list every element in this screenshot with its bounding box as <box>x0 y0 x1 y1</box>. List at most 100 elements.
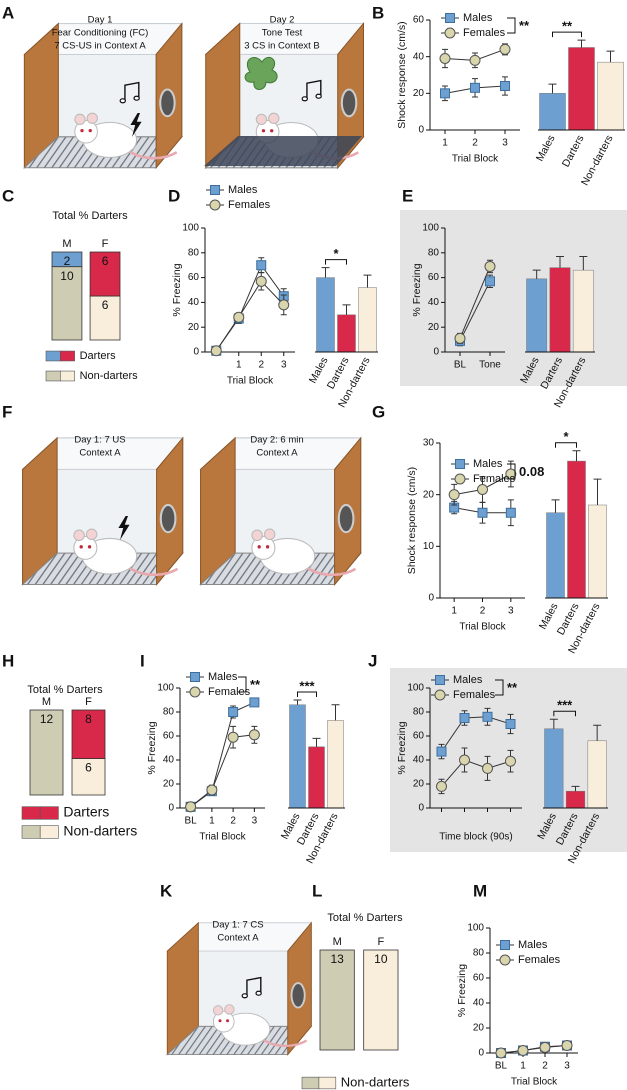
error-bar <box>551 499 560 513</box>
legend-label: Males <box>463 12 493 24</box>
significance-bracket <box>555 442 577 448</box>
schematic-caption: Day 1: 7 US <box>74 435 125 446</box>
point <box>485 276 495 287</box>
legend-marker <box>190 672 200 682</box>
panel-label: C <box>2 186 14 205</box>
legend-label: Non-darters <box>80 370 139 382</box>
legend-marker <box>454 473 466 485</box>
significance-bracket <box>495 679 504 696</box>
point <box>505 507 516 518</box>
bar <box>565 790 586 809</box>
schematic-caption: Context A <box>256 448 298 459</box>
point <box>448 489 460 501</box>
bar <box>289 704 306 809</box>
y-tick-label: 40 <box>428 297 440 308</box>
point <box>500 81 510 91</box>
x-axis-label: Trial Block <box>452 154 499 165</box>
legend-label: Females <box>228 199 271 211</box>
bar <box>567 460 586 599</box>
legend-swatch <box>318 1076 337 1090</box>
y-tick-label: 40 <box>473 998 485 1009</box>
y-axis-label: % Freezing <box>411 263 423 316</box>
y-tick-label: 20 <box>413 779 425 790</box>
point <box>185 801 197 813</box>
point <box>482 762 493 774</box>
category-label: M <box>62 238 71 250</box>
significance-label: *** <box>299 678 315 693</box>
panel-label: D <box>168 186 180 205</box>
point <box>517 1045 529 1056</box>
panel-label: G <box>372 402 385 421</box>
legend-swatch <box>301 1076 320 1090</box>
legend-label: Males <box>453 674 483 686</box>
schematic-caption: Fear Conditioning (FC) <box>52 28 149 39</box>
significance-label: * <box>563 429 569 444</box>
legend-marker <box>444 27 456 39</box>
legend-swatch <box>39 806 59 820</box>
x-tick-label: BL <box>185 816 198 827</box>
legend-label: Males <box>208 671 238 683</box>
point <box>499 43 511 55</box>
bar <box>544 728 564 809</box>
panel-label: E <box>402 186 413 205</box>
panel-label: I <box>140 651 145 670</box>
y-tick-label: 0 <box>418 803 424 814</box>
legend-marker <box>435 675 445 685</box>
y-tick-label: 0 <box>478 1048 484 1059</box>
segment-label: 12 <box>40 712 54 726</box>
y-tick-label: 100 <box>182 223 199 234</box>
legend-swatch <box>21 806 41 820</box>
point <box>436 780 447 792</box>
y-axis-label: Shock response (cm/s) <box>396 21 408 128</box>
significance-label: ** <box>562 19 573 34</box>
point <box>278 299 290 311</box>
significance-bracket <box>507 463 516 480</box>
x-tick-label: 1 <box>442 138 448 149</box>
legend-swatch <box>39 825 59 839</box>
point <box>539 1041 551 1053</box>
y-tick-label: 40 <box>188 297 200 308</box>
segment-label: 13 <box>330 952 344 966</box>
legend-label: Females <box>453 689 496 701</box>
x-tick-label: 1 <box>209 816 215 827</box>
legend-marker <box>500 940 510 950</box>
bar <box>327 720 344 809</box>
y-axis-label: % Freezing <box>456 964 468 1017</box>
category-label: M <box>42 696 51 708</box>
bar-segment <box>71 709 106 759</box>
y-tick-label: 10 <box>423 541 435 552</box>
series-line <box>190 701 255 808</box>
legend-marker <box>434 689 446 701</box>
y-axis-label: % Freezing <box>396 721 408 774</box>
error-bar <box>312 737 321 747</box>
chart-title: Total % Darters <box>327 912 403 924</box>
y-tick-label: 40 <box>163 755 175 766</box>
panel-label: F <box>2 402 12 421</box>
segment-label: 6 <box>85 761 92 775</box>
significance-label: *** <box>557 698 573 713</box>
y-tick-label: 20 <box>413 88 425 99</box>
y-tick-label: 60 <box>428 272 440 283</box>
error-bar <box>593 478 602 505</box>
point <box>436 746 447 757</box>
segment-label: 8 <box>85 712 92 726</box>
point <box>210 345 222 357</box>
legend-swatch <box>59 370 75 382</box>
legend-swatch <box>45 350 61 362</box>
y-tick-label: 60 <box>413 731 425 742</box>
error-bar <box>293 699 302 705</box>
schematic-caption: Context A <box>217 933 259 944</box>
x-tick-label: Males <box>534 133 558 163</box>
y-tick-label: 60 <box>473 973 485 984</box>
bar <box>568 47 595 131</box>
point <box>459 713 470 723</box>
significance-bracket <box>553 710 576 717</box>
significance-label: ** <box>250 677 261 692</box>
point <box>477 507 488 518</box>
bar-segment <box>319 949 355 1051</box>
chart-title: Total % Darters <box>27 684 103 696</box>
segment-label: 10 <box>374 952 388 966</box>
segment-label: 2 <box>64 254 71 268</box>
x-tick-label: BL <box>495 1061 508 1072</box>
